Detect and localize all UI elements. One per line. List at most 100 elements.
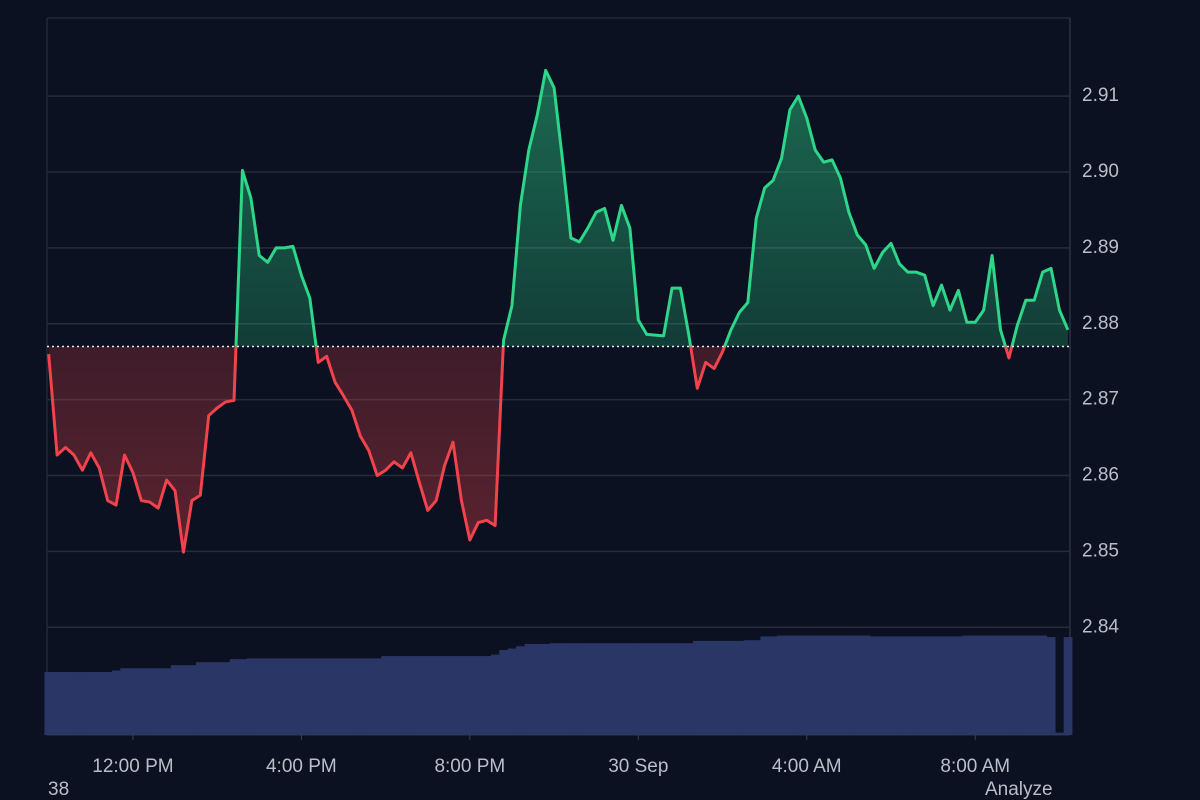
volume-bar xyxy=(111,670,121,735)
volume-bar xyxy=(120,668,130,735)
volume-bar xyxy=(709,640,719,735)
volume-bar xyxy=(356,658,365,735)
volume-bar xyxy=(541,643,551,735)
volume-bar xyxy=(448,656,458,735)
volume-bar xyxy=(78,672,87,735)
volume-bar xyxy=(945,636,955,735)
volume-bar xyxy=(69,672,79,735)
volume-bar xyxy=(52,672,62,735)
volume-bar xyxy=(575,643,584,735)
volume-bar xyxy=(499,650,509,735)
volume-bar xyxy=(103,672,113,735)
volume-bar xyxy=(187,665,197,735)
volume-bar xyxy=(297,658,306,735)
volume-bar xyxy=(44,672,54,735)
volume-bar xyxy=(617,643,626,735)
volume-bar xyxy=(322,658,332,735)
volume-bar xyxy=(659,643,669,735)
volume-bar xyxy=(61,672,71,735)
volume-bar xyxy=(86,672,96,735)
volume-bar xyxy=(971,635,980,735)
volume-bar xyxy=(718,640,728,735)
volume-bar xyxy=(1063,637,1073,735)
volume-bar xyxy=(1004,635,1014,735)
volume-bar xyxy=(1029,635,1039,735)
x-tick-label: 4:00 AM xyxy=(772,756,842,777)
volume-bar xyxy=(802,635,812,735)
volume-bar xyxy=(128,668,138,735)
volume-bar xyxy=(650,643,660,735)
area-down xyxy=(48,346,1012,553)
y-tick-label: 2.91 xyxy=(1082,85,1119,106)
volume-bar xyxy=(255,658,264,735)
volume-bar xyxy=(1046,637,1056,735)
volume-bar xyxy=(440,656,450,735)
volume-bar xyxy=(861,635,871,735)
y-tick-label: 2.90 xyxy=(1082,161,1119,182)
volume-bar xyxy=(288,658,298,735)
volume-bar xyxy=(777,635,787,735)
volume-bar xyxy=(844,635,854,735)
volume-bar xyxy=(1038,635,1048,735)
x-tick-label: 4:00 PM xyxy=(266,756,337,777)
y-tick-label: 2.86 xyxy=(1082,465,1119,486)
volume-bar xyxy=(1021,635,1031,735)
annotation: 38 xyxy=(48,779,69,800)
volume-bar xyxy=(827,635,837,735)
volume-bar xyxy=(903,636,913,735)
volume-bar xyxy=(928,636,938,735)
volume-bar xyxy=(221,662,231,735)
volume-bar xyxy=(95,672,104,735)
volume-bar xyxy=(625,643,635,735)
volume-bar xyxy=(600,643,610,735)
volume-bar xyxy=(701,640,711,735)
volume-bar xyxy=(566,643,576,735)
annotation: Analyze xyxy=(985,779,1053,800)
volume-bar xyxy=(996,635,1006,735)
volume-bar xyxy=(423,656,433,735)
volume-bar xyxy=(170,665,180,735)
volume-bar xyxy=(263,658,273,735)
volume-bar xyxy=(381,656,391,735)
volume-bar xyxy=(684,643,694,735)
volume-bar xyxy=(1055,732,1064,735)
volume-bar xyxy=(954,636,963,735)
volume-bar xyxy=(229,659,239,735)
volume-bar xyxy=(330,658,340,735)
x-tick-label: 30 Sep xyxy=(608,756,668,777)
volume-bar xyxy=(516,646,525,735)
y-tick-label: 2.85 xyxy=(1082,540,1119,561)
y-tick-label: 2.87 xyxy=(1082,389,1119,410)
volume-bar xyxy=(524,643,534,735)
volume-bar xyxy=(482,656,492,735)
volume-bar xyxy=(305,658,315,735)
volume-bar xyxy=(937,636,947,735)
volume-bar xyxy=(238,659,247,735)
volume-bar xyxy=(743,640,753,735)
volume-bar xyxy=(314,658,323,735)
volume-bar xyxy=(920,636,930,735)
volume-bar xyxy=(179,665,188,735)
volume-bar xyxy=(533,643,542,735)
volume-bar xyxy=(558,643,568,735)
volume-bar xyxy=(962,635,972,735)
volume-bar xyxy=(726,640,736,735)
volume-bar xyxy=(137,668,146,735)
volume-bar xyxy=(794,635,803,735)
volume-bar xyxy=(145,668,155,735)
volume-bar xyxy=(836,635,845,735)
y-tick-label: 2.84 xyxy=(1082,616,1119,637)
volume-bar xyxy=(642,643,652,735)
volume-bar xyxy=(415,656,424,735)
volume-bar xyxy=(212,662,222,735)
volume-bar xyxy=(372,658,382,735)
volume-bar xyxy=(785,635,795,735)
volume-bar xyxy=(676,643,685,735)
volume-bar xyxy=(853,635,862,735)
volume-bar xyxy=(457,656,466,735)
volume-bar xyxy=(431,656,441,735)
volume-bar xyxy=(162,668,172,735)
volume-bar xyxy=(465,656,475,735)
volume-bar xyxy=(549,643,559,735)
